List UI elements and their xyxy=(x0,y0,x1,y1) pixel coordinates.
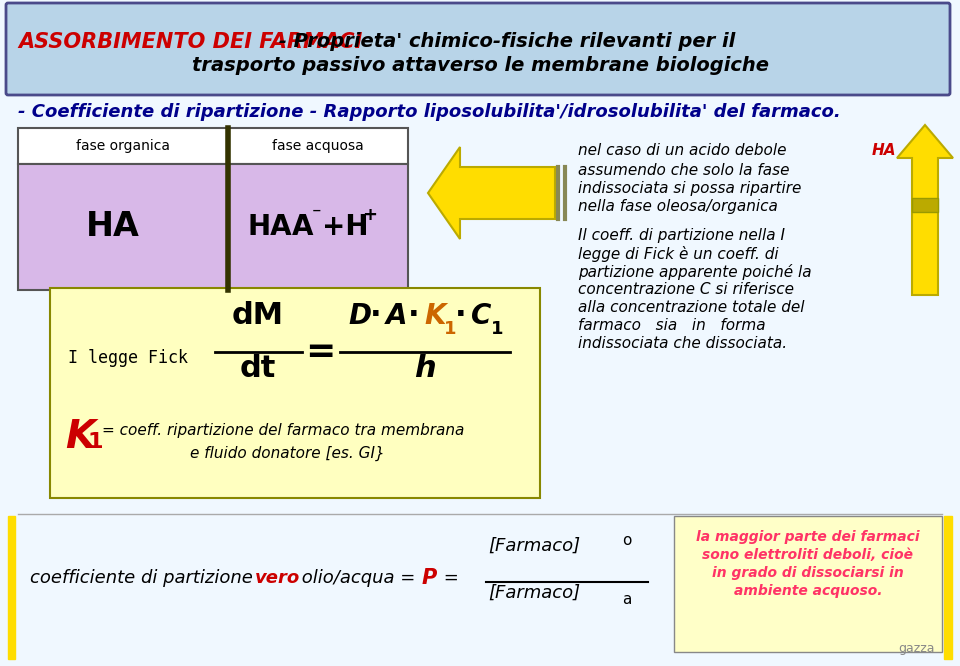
Text: P: P xyxy=(422,568,437,588)
Text: alla concentrazione totale del: alla concentrazione totale del xyxy=(578,300,804,315)
Text: [Farmaco]: [Farmaco] xyxy=(488,537,580,555)
Text: [Farmaco]: [Farmaco] xyxy=(488,584,580,602)
Text: farmaco   sia   in   forma: farmaco sia in forma xyxy=(578,318,766,333)
Text: fase acquosa: fase acquosa xyxy=(272,139,364,153)
Text: la maggior parte dei farmaci: la maggior parte dei farmaci xyxy=(696,530,920,544)
Text: partizione apparente poiché la: partizione apparente poiché la xyxy=(578,264,811,280)
Text: A: A xyxy=(292,213,314,241)
Text: =: = xyxy=(438,569,459,587)
Text: o: o xyxy=(622,533,632,548)
FancyBboxPatch shape xyxy=(912,198,938,212)
Text: concentrazione C si riferisce: concentrazione C si riferisce xyxy=(578,282,794,297)
Text: dt: dt xyxy=(240,354,276,383)
Text: olio/acqua =: olio/acqua = xyxy=(296,569,421,587)
Text: +: + xyxy=(362,206,377,224)
Polygon shape xyxy=(428,147,555,239)
FancyBboxPatch shape xyxy=(18,128,228,164)
Text: 1: 1 xyxy=(87,432,103,452)
Text: nel caso di un acido debole: nel caso di un acido debole xyxy=(578,143,791,158)
Text: 1: 1 xyxy=(491,320,503,338)
Text: D: D xyxy=(348,302,371,330)
Text: HA: HA xyxy=(872,143,897,158)
Text: h: h xyxy=(414,354,436,383)
Text: vero: vero xyxy=(255,569,300,587)
FancyBboxPatch shape xyxy=(50,288,540,498)
Text: ·: · xyxy=(370,301,382,330)
Text: coefficiente di partizione: coefficiente di partizione xyxy=(30,569,258,587)
Text: dM: dM xyxy=(232,301,284,330)
Text: ⁻: ⁻ xyxy=(312,206,322,224)
FancyBboxPatch shape xyxy=(944,516,952,659)
FancyBboxPatch shape xyxy=(8,516,15,659)
Text: - Coefficiente di ripartizione - Rapporto liposolubilita'/idrosolubilita' del fa: - Coefficiente di ripartizione - Rapport… xyxy=(18,103,841,121)
Polygon shape xyxy=(897,125,953,295)
Text: ASSORBIMENTO DEI FARMACI: ASSORBIMENTO DEI FARMACI xyxy=(18,32,362,52)
Text: nella fase oleosa/organica: nella fase oleosa/organica xyxy=(578,199,778,214)
Text: in grado di dissociarsi in: in grado di dissociarsi in xyxy=(712,566,904,580)
Text: - Proprieta' chimico-fisiche rilevanti per il: - Proprieta' chimico-fisiche rilevanti p… xyxy=(272,32,735,51)
Text: indissociata si possa ripartire: indissociata si possa ripartire xyxy=(578,181,802,196)
Text: K: K xyxy=(65,418,95,456)
Text: sono elettroliti deboli, cioè: sono elettroliti deboli, cioè xyxy=(703,548,914,562)
FancyBboxPatch shape xyxy=(6,3,950,95)
Text: +H: +H xyxy=(322,213,369,241)
FancyBboxPatch shape xyxy=(18,164,408,290)
FancyBboxPatch shape xyxy=(674,516,942,652)
Text: ambiente acquoso.: ambiente acquoso. xyxy=(733,584,882,598)
Text: HA: HA xyxy=(248,213,293,241)
Text: trasporto passivo attaverso le membrane biologiche: trasporto passivo attaverso le membrane … xyxy=(191,56,769,75)
Text: HA: HA xyxy=(86,210,140,244)
Text: gazza: gazza xyxy=(899,642,935,655)
Text: =: = xyxy=(305,335,335,369)
FancyBboxPatch shape xyxy=(228,128,408,164)
Text: K: K xyxy=(424,302,445,330)
Text: ·: · xyxy=(455,301,467,330)
Text: a: a xyxy=(622,592,632,607)
Text: ·: · xyxy=(408,301,420,330)
Text: = coeff. ripartizione del farmaco tra membrana: = coeff. ripartizione del farmaco tra me… xyxy=(102,423,465,438)
Text: A: A xyxy=(386,302,407,330)
Text: C: C xyxy=(471,302,492,330)
Text: 1: 1 xyxy=(444,320,457,338)
Text: fase organica: fase organica xyxy=(76,139,170,153)
Text: e fluido donatore [es. GI}: e fluido donatore [es. GI} xyxy=(190,446,385,461)
Text: I legge Fick: I legge Fick xyxy=(68,349,188,367)
Text: indissociata che dissociata.: indissociata che dissociata. xyxy=(578,336,787,351)
Text: Il coeff. di partizione nella I: Il coeff. di partizione nella I xyxy=(578,228,785,243)
Text: legge di Fick è un coeff. di: legge di Fick è un coeff. di xyxy=(578,246,779,262)
Text: assumendo che solo la fase: assumendo che solo la fase xyxy=(578,163,789,178)
